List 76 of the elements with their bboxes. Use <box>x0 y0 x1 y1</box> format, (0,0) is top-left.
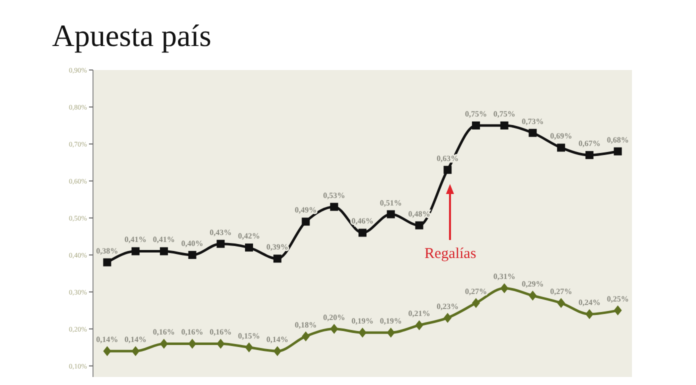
point <box>500 283 508 294</box>
point <box>216 338 225 349</box>
data-label: 0,73% <box>522 116 544 126</box>
point <box>585 309 594 320</box>
point <box>557 144 566 152</box>
data-label: 0,19% <box>380 316 402 326</box>
data-label: 0,49% <box>294 206 317 215</box>
data-label: 0,29% <box>522 280 544 289</box>
point <box>358 328 366 338</box>
data-label: 0,25% <box>606 294 629 304</box>
data-label: 0,16% <box>152 328 175 337</box>
data-label: 0,15% <box>238 331 260 340</box>
data-label: 0,20% <box>323 312 346 322</box>
data-label: 0,46% <box>352 216 374 226</box>
data-label: 0,14% <box>96 335 118 344</box>
point <box>614 147 622 156</box>
data-label: 0,39% <box>266 242 288 252</box>
point <box>528 128 537 137</box>
point <box>386 328 395 338</box>
data-label: 0,16% <box>181 328 204 337</box>
data-label: 0,40% <box>181 238 204 248</box>
point <box>216 240 225 248</box>
point <box>330 202 338 211</box>
point <box>273 254 282 263</box>
point <box>160 247 168 256</box>
point <box>132 247 140 256</box>
chart-title: Apuesta país <box>52 18 212 54</box>
data-label: 0,41% <box>152 235 175 244</box>
point <box>386 210 395 218</box>
point <box>302 218 310 226</box>
data-label: 0,43% <box>210 228 232 237</box>
point <box>415 320 424 330</box>
data-label: 0,75% <box>464 109 487 118</box>
point <box>415 221 424 230</box>
data-label: 0,67% <box>578 139 600 148</box>
data-label: 0,24% <box>578 298 600 308</box>
point <box>528 290 537 301</box>
point <box>160 338 168 349</box>
point <box>585 151 594 160</box>
data-label: 0,16% <box>210 328 232 337</box>
point <box>444 166 452 174</box>
point <box>132 346 140 356</box>
data-label: 0,38% <box>96 246 118 256</box>
data-label: 0,27% <box>464 287 487 296</box>
point <box>557 298 566 308</box>
point <box>500 121 508 130</box>
data-label: 0,21% <box>408 309 430 318</box>
point <box>472 121 480 130</box>
data-label: 0,31% <box>493 272 516 282</box>
data-label: 0,42% <box>238 232 260 241</box>
annotation: Regalías <box>424 246 478 264</box>
point <box>188 338 196 349</box>
data-label: 0,14% <box>124 335 147 344</box>
data-label: 0,68% <box>606 135 629 144</box>
data-label: 0,19% <box>352 316 374 326</box>
data-label: 0,41% <box>124 235 147 244</box>
point <box>245 342 254 352</box>
data-label: 0,14% <box>266 335 288 344</box>
point <box>358 228 366 237</box>
point <box>444 312 452 323</box>
point <box>472 298 480 308</box>
data-label: 0,75% <box>493 109 516 118</box>
point <box>302 331 310 342</box>
point <box>614 305 622 316</box>
data-label: 0,18% <box>294 320 317 330</box>
point <box>330 324 338 334</box>
data-label: 0,27% <box>550 287 572 296</box>
point <box>103 346 112 356</box>
data-label: 0,69% <box>550 132 572 141</box>
point <box>245 244 254 252</box>
data-label: 0,53% <box>323 190 346 200</box>
point <box>103 258 112 266</box>
point <box>273 346 282 356</box>
point <box>188 250 196 259</box>
data-label: 0,51% <box>380 198 402 208</box>
data-label: 0,23% <box>436 302 459 311</box>
